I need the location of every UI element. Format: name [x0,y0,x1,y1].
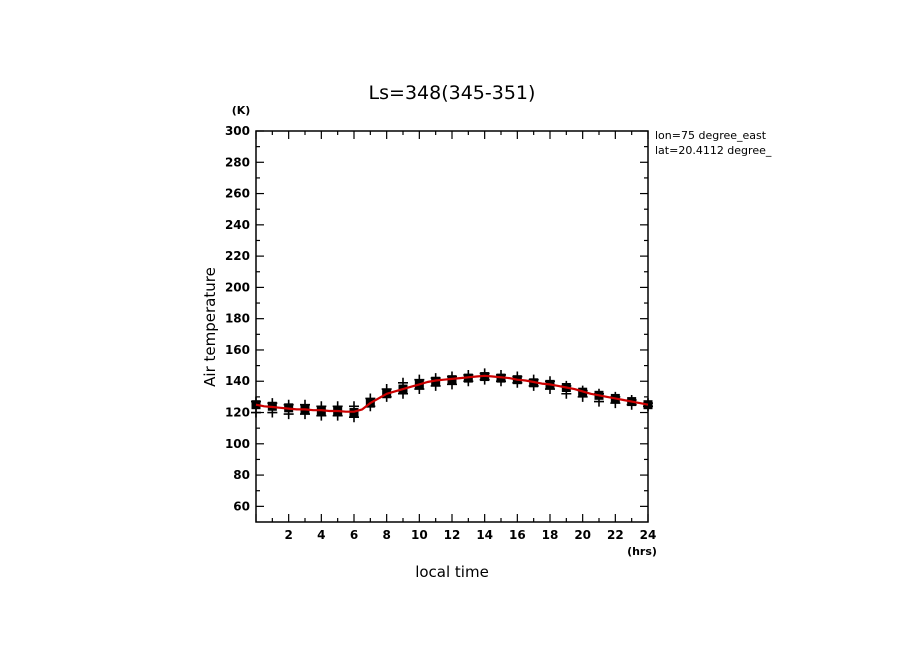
y-tick-label: 260 [225,187,250,201]
y-tick-label: 80 [233,468,250,482]
x-tick-label: 8 [382,528,390,542]
mean-temperature-line [255,374,649,413]
x-tick-label: 22 [607,528,624,542]
y-tick-label: 120 [225,406,250,420]
y-tick-label: 300 [225,124,250,138]
plot-area: 2 4 6 8 10 12 14 16 18 20 22 2460801001201401601802… [225,124,656,542]
x-tick-label: 4 [317,528,325,542]
plot-frame [255,130,649,523]
x-tick-label: 6 [350,528,358,542]
x-tick-label: 18 [542,528,559,542]
annotation-lat: lat=20.4112 degree_ [655,144,772,157]
x-tick-label: 14 [476,528,493,542]
annotation-lon: lon=75 degree_east [655,129,767,142]
y-tick-label: 220 [225,249,250,263]
x-tick-label: 2 [284,528,292,542]
y-tick-label: 100 [225,437,250,451]
x-tick-label: 20 [574,528,591,542]
y-tick-label: 240 [225,218,250,232]
y-tick-label: 280 [225,155,250,169]
y-tick-label: 180 [225,312,250,326]
y-tick-label: 160 [225,343,250,357]
y-axis-label: Air temperature [201,267,219,387]
y-tick-label: 60 [233,499,250,513]
x-tick-label: 16 [509,528,526,542]
y-unit-label: (K) [232,104,251,117]
y-tick-label: 140 [225,374,250,388]
x-tick-label: 12 [444,528,461,542]
x-tick-label: 10 [411,528,428,542]
chart-title: Ls=348(345-351) [369,82,536,104]
y-tick-label: 200 [225,280,250,294]
x-tick-label: 24 [640,528,657,542]
x-unit-label: (hrs) [627,545,657,558]
x-axis-label: local time [415,563,489,581]
